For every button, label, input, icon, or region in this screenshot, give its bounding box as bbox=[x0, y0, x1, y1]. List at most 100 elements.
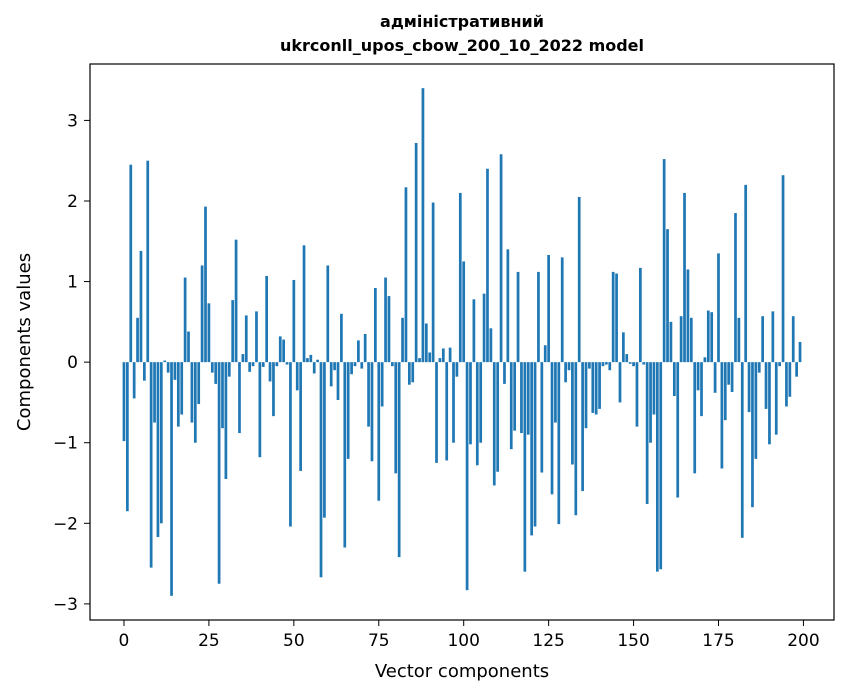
bar-126 bbox=[550, 362, 554, 495]
bar-0 bbox=[122, 362, 126, 442]
bar-191 bbox=[771, 311, 775, 363]
y-tick-label-2: 2 bbox=[67, 192, 78, 212]
bar-188 bbox=[761, 316, 765, 363]
bar-187 bbox=[757, 362, 761, 373]
bar-141 bbox=[601, 362, 605, 367]
bar-14 bbox=[170, 362, 173, 596]
bar-143 bbox=[608, 362, 612, 371]
bar-168 bbox=[693, 362, 697, 474]
bar-144 bbox=[611, 271, 615, 363]
bar-171 bbox=[703, 357, 707, 363]
bar-76 bbox=[380, 362, 384, 407]
bar-2 bbox=[129, 164, 133, 363]
bar-34 bbox=[238, 362, 241, 434]
bar-183 bbox=[744, 184, 748, 363]
bar-33 bbox=[234, 239, 238, 363]
bar-63 bbox=[336, 362, 340, 401]
x-tick-label-25: 25 bbox=[198, 631, 220, 651]
x-tick-label-75: 75 bbox=[368, 631, 390, 651]
bar-62 bbox=[333, 362, 336, 371]
bar-67 bbox=[350, 362, 353, 375]
bar-56 bbox=[312, 362, 316, 374]
bar-106 bbox=[482, 293, 486, 363]
bar-108 bbox=[489, 328, 493, 363]
bar-164 bbox=[679, 316, 683, 363]
bar-198 bbox=[795, 362, 798, 377]
bar-4 bbox=[136, 317, 139, 363]
bar-70 bbox=[360, 362, 364, 369]
bar-28 bbox=[217, 362, 221, 584]
bar-178 bbox=[727, 362, 731, 385]
bar-31 bbox=[227, 362, 231, 377]
bar-104 bbox=[475, 362, 479, 466]
bar-86 bbox=[414, 142, 418, 363]
bar-109 bbox=[492, 362, 496, 486]
bar-123 bbox=[540, 362, 544, 473]
bar-92 bbox=[435, 362, 438, 463]
bar-68 bbox=[353, 362, 357, 367]
bar-53 bbox=[302, 245, 306, 363]
bar-45 bbox=[275, 362, 279, 367]
bar-160 bbox=[666, 229, 669, 363]
x-axis-ticks: 0 25 50 75 100 125 150 175 200 bbox=[119, 620, 820, 651]
bar-180 bbox=[734, 213, 737, 363]
bar-148 bbox=[625, 354, 629, 363]
x-tick-label-200: 200 bbox=[787, 631, 819, 651]
bar-152 bbox=[638, 267, 642, 363]
bar-83 bbox=[404, 187, 408, 363]
bar-156 bbox=[652, 362, 656, 415]
bar-154 bbox=[645, 362, 649, 504]
bar-96 bbox=[448, 347, 452, 363]
bar-73 bbox=[370, 362, 374, 462]
bar-153 bbox=[642, 362, 646, 365]
bar-18 bbox=[183, 277, 187, 363]
bars-layer bbox=[122, 88, 802, 596]
bar-57 bbox=[316, 359, 319, 363]
plot-frame bbox=[89, 63, 835, 621]
bar-195 bbox=[785, 362, 788, 407]
bar-99 bbox=[458, 192, 462, 363]
bar-78 bbox=[387, 296, 391, 363]
bar-69 bbox=[357, 340, 360, 363]
bar-114 bbox=[509, 362, 513, 450]
bar-79 bbox=[390, 362, 394, 367]
y-axis-label: Components values bbox=[14, 253, 35, 431]
bar-47 bbox=[282, 339, 286, 363]
x-tick-label-150: 150 bbox=[617, 631, 649, 651]
bar-32 bbox=[231, 300, 235, 363]
bar-8 bbox=[149, 362, 153, 568]
bar-111 bbox=[499, 154, 503, 363]
bar-134 bbox=[577, 196, 581, 363]
bar-172 bbox=[706, 310, 710, 363]
bar-115 bbox=[513, 362, 517, 431]
bar-174 bbox=[713, 362, 717, 393]
bar-155 bbox=[649, 362, 652, 443]
bar-147 bbox=[622, 332, 625, 363]
bar-82 bbox=[401, 317, 404, 363]
bar-113 bbox=[506, 249, 510, 363]
bar-199 bbox=[798, 342, 802, 363]
bar-170 bbox=[700, 362, 703, 417]
bar-13 bbox=[166, 362, 170, 373]
bar-100 bbox=[462, 261, 466, 363]
bar-74 bbox=[374, 288, 377, 363]
bar-38 bbox=[251, 362, 255, 367]
bar-35 bbox=[241, 354, 245, 363]
bar-9 bbox=[153, 362, 156, 423]
bar-125 bbox=[547, 254, 550, 363]
bar-80 bbox=[394, 362, 398, 474]
bar-162 bbox=[672, 362, 676, 396]
y-tick-label-3: 3 bbox=[67, 111, 78, 131]
y-tick-label-1: 1 bbox=[67, 273, 78, 293]
bar-136 bbox=[584, 362, 588, 429]
bar-124 bbox=[543, 345, 547, 363]
bar-184 bbox=[747, 362, 751, 413]
bar-19 bbox=[187, 331, 190, 363]
bar-130 bbox=[564, 362, 567, 383]
bar-149 bbox=[628, 362, 632, 364]
bar-65 bbox=[343, 362, 347, 548]
bar-135 bbox=[581, 362, 584, 492]
bar-169 bbox=[696, 362, 700, 391]
bar-186 bbox=[754, 362, 758, 459]
bar-112 bbox=[503, 362, 506, 384]
